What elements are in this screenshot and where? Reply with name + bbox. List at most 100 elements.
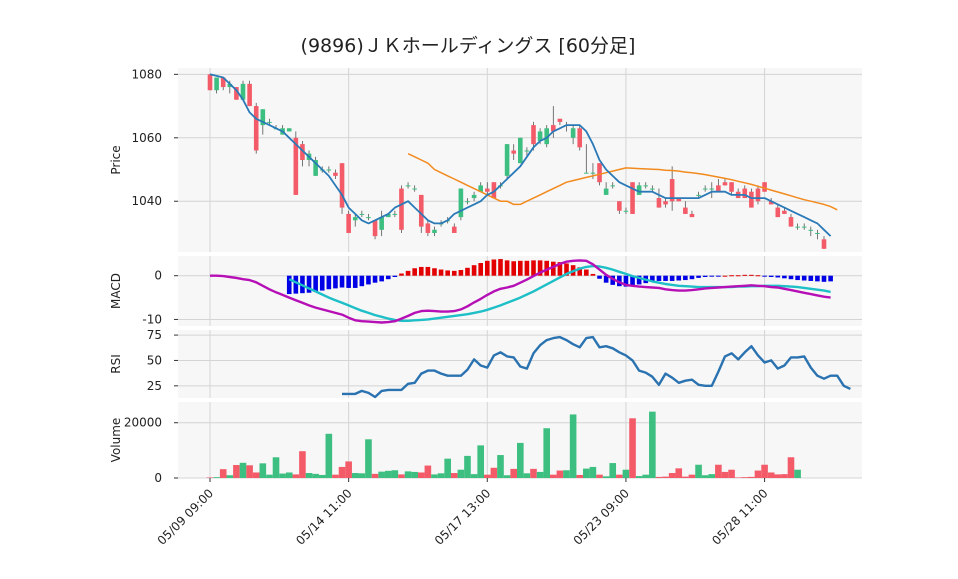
rsi-ytick-label: 75 bbox=[147, 328, 162, 342]
volume-bar bbox=[371, 473, 379, 478]
volume-bar bbox=[325, 433, 333, 478]
macd-histogram-bar bbox=[551, 261, 556, 276]
candle-body bbox=[465, 201, 470, 203]
candle-body bbox=[775, 207, 781, 218]
macd-histogram-bar bbox=[392, 275, 398, 277]
candle-body bbox=[352, 217, 358, 221]
macd-histogram-bar bbox=[742, 274, 748, 276]
macd-histogram-bar bbox=[755, 275, 761, 277]
macd-histogram-bar bbox=[339, 275, 345, 288]
macd-histogram-bar bbox=[333, 275, 338, 289]
volume-bar bbox=[246, 465, 253, 478]
candle-body bbox=[597, 163, 602, 183]
macd-histogram-bar bbox=[504, 260, 510, 276]
volume-bar bbox=[662, 476, 669, 478]
volume-bar bbox=[688, 474, 696, 478]
volume-bar bbox=[219, 469, 227, 478]
macd-histogram-bar bbox=[801, 275, 807, 281]
volume-bar bbox=[490, 467, 498, 478]
candle-body bbox=[742, 188, 748, 199]
volume-bar bbox=[635, 476, 643, 478]
volume-bar bbox=[226, 475, 234, 478]
volume-bar bbox=[477, 445, 484, 478]
volume-ytick-label: 20000 bbox=[124, 416, 162, 430]
rsi-line bbox=[342, 335, 851, 399]
macd-line bbox=[210, 259, 831, 324]
volume-bar bbox=[616, 474, 623, 478]
macd-histogram-bar bbox=[524, 260, 530, 276]
volume-bar bbox=[701, 475, 709, 478]
volume-bar bbox=[444, 458, 451, 478]
macd-histogram-bar bbox=[458, 270, 464, 276]
macd-histogram-bar bbox=[306, 275, 312, 293]
macd-histogram-bar bbox=[709, 275, 715, 277]
xtick-label: 05/09 09:00 bbox=[155, 486, 217, 548]
volume-bar bbox=[252, 472, 260, 478]
macd-histogram-bar bbox=[795, 275, 800, 281]
macd-histogram-bar bbox=[716, 275, 721, 277]
volume-bar bbox=[398, 474, 405, 478]
candle-body bbox=[313, 160, 318, 176]
volume-bar bbox=[503, 475, 511, 478]
volume-bar bbox=[596, 474, 603, 478]
volume-bar bbox=[629, 418, 636, 478]
volume-bar bbox=[761, 464, 768, 478]
volume-bar bbox=[550, 474, 557, 478]
macd-histogram-bar bbox=[650, 275, 655, 282]
candle-body bbox=[636, 185, 642, 195]
candle-body bbox=[326, 169, 332, 171]
candle-body bbox=[339, 163, 345, 208]
macd-histogram-bar bbox=[610, 275, 616, 285]
macd-histogram-bar bbox=[669, 275, 675, 281]
volume-bar bbox=[563, 470, 570, 478]
rsi-axis-label: RSI bbox=[109, 354, 123, 374]
volume-bar bbox=[351, 473, 359, 478]
volume-bar bbox=[312, 473, 319, 478]
volume-bar bbox=[450, 473, 458, 478]
macd-histogram-bar bbox=[352, 275, 358, 288]
candle-body bbox=[821, 239, 827, 249]
xtick-label: 05/23 09:00 bbox=[571, 486, 633, 548]
macd-histogram-bar bbox=[768, 275, 774, 277]
macd-histogram-bar bbox=[808, 275, 814, 281]
candle-body bbox=[412, 188, 417, 190]
macd-ytick-label: 0 bbox=[154, 269, 162, 283]
candle-body bbox=[366, 217, 371, 219]
volume-bar bbox=[305, 473, 313, 478]
macd-histogram-bar bbox=[346, 275, 351, 288]
volume-bar bbox=[338, 466, 346, 478]
candle-body bbox=[504, 144, 510, 176]
candle-body bbox=[511, 150, 516, 154]
candle-body bbox=[372, 220, 378, 237]
candle-body bbox=[392, 213, 398, 215]
volume-bar bbox=[655, 476, 663, 478]
volume-bar bbox=[721, 471, 729, 478]
candle-body bbox=[709, 188, 715, 190]
macd-histogram-bar bbox=[471, 265, 477, 276]
candle-body bbox=[663, 201, 668, 205]
volume-bar bbox=[464, 455, 471, 478]
candle-body bbox=[379, 217, 384, 230]
macd-histogram-bar bbox=[623, 275, 629, 287]
macd-histogram-bar bbox=[451, 270, 457, 276]
candle-body bbox=[577, 128, 583, 148]
candle-body bbox=[729, 182, 734, 192]
candle-body bbox=[418, 194, 424, 227]
candle-body bbox=[643, 185, 649, 187]
candle-body bbox=[683, 207, 688, 214]
macd-histogram-bar bbox=[511, 261, 516, 276]
volume-bar bbox=[259, 463, 267, 478]
macd-histogram-bar bbox=[293, 275, 299, 294]
macd-histogram-bar bbox=[597, 275, 602, 279]
volume-bar bbox=[417, 472, 425, 478]
volume-bar bbox=[794, 469, 801, 478]
volume-bar bbox=[384, 470, 392, 478]
macd-histogram-bar bbox=[782, 275, 787, 279]
macd-histogram-bar bbox=[319, 275, 325, 291]
macd-histogram-bar bbox=[663, 275, 668, 281]
macd-histogram-bar bbox=[689, 275, 695, 280]
volume-bar bbox=[774, 474, 782, 478]
candle-body bbox=[537, 131, 543, 141]
candle-body bbox=[623, 210, 629, 212]
